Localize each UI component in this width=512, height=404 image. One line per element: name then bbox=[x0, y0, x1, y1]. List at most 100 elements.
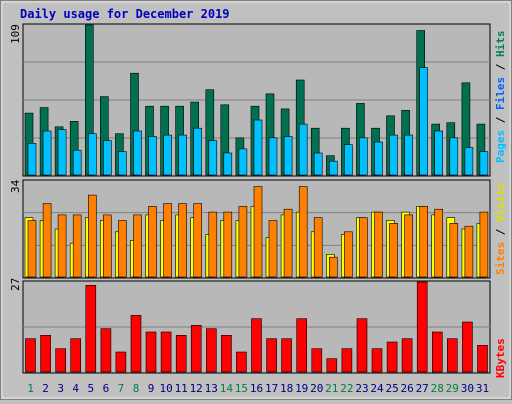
bar-kbytes-14 bbox=[221, 334, 232, 373]
bar-kbytes-3 bbox=[55, 348, 67, 373]
bar-sites-5 bbox=[88, 194, 97, 278]
bar-kbytes-6 bbox=[100, 328, 112, 373]
panel-kbytes bbox=[22, 280, 491, 374]
x-label-day-27: 27 bbox=[416, 382, 429, 395]
bar-kbytes-30 bbox=[462, 321, 473, 373]
x-label-day-2: 2 bbox=[42, 382, 49, 395]
x-label-day-8: 8 bbox=[133, 382, 140, 395]
bar-files-25 bbox=[389, 134, 398, 176]
x-label-day-31: 31 bbox=[476, 382, 489, 395]
x-label-day-28: 28 bbox=[431, 382, 444, 395]
panel-visits-sites bbox=[22, 179, 491, 279]
x-label-day-20: 20 bbox=[310, 382, 323, 395]
bar-sites-12 bbox=[193, 203, 202, 278]
x-label-day-16: 16 bbox=[250, 382, 263, 395]
bar-files-26 bbox=[404, 134, 413, 176]
x-label-day-9: 9 bbox=[148, 382, 155, 395]
x-label-day-3: 3 bbox=[57, 382, 64, 395]
bar-sites-27 bbox=[419, 206, 429, 278]
x-label-day-11: 11 bbox=[175, 382, 188, 395]
bar-sites-20 bbox=[313, 217, 323, 278]
x-label-day-18: 18 bbox=[280, 382, 293, 395]
bar-files-6 bbox=[103, 140, 112, 176]
ymax-visits-panel: 34 bbox=[9, 179, 22, 193]
bar-sites-9 bbox=[148, 206, 157, 278]
legend-sep-3: / bbox=[494, 222, 507, 242]
bar-sites-24 bbox=[374, 211, 383, 278]
x-label-day-26: 26 bbox=[400, 382, 413, 395]
bar-kbytes-27 bbox=[416, 281, 428, 373]
bar-sites-3 bbox=[57, 214, 67, 278]
panel-hits-files-pages bbox=[22, 23, 491, 177]
bar-files-29 bbox=[449, 137, 459, 176]
x-label-day-12: 12 bbox=[190, 382, 203, 395]
bar-kbytes-13 bbox=[206, 328, 217, 373]
chart-title: Daily usage for December 2019 bbox=[20, 7, 230, 21]
bar-sites-8 bbox=[133, 214, 142, 278]
bar-sites-4 bbox=[72, 214, 82, 278]
bar-kbytes-22 bbox=[341, 348, 353, 373]
bar-kbytes-16 bbox=[251, 318, 262, 373]
bar-files-27 bbox=[419, 67, 429, 176]
bar-files-23 bbox=[359, 137, 368, 176]
legend-sep-1: / bbox=[494, 110, 507, 130]
bar-sites-1 bbox=[27, 220, 37, 278]
bar-files-2 bbox=[42, 130, 52, 176]
legend-pages: Pages bbox=[494, 130, 507, 163]
x-label-day-17: 17 bbox=[265, 382, 278, 395]
bar-sites-15 bbox=[238, 206, 248, 278]
bar-sites-6 bbox=[103, 214, 112, 278]
bar-files-18 bbox=[283, 136, 293, 176]
bar-files-9 bbox=[148, 136, 157, 176]
bar-files-17 bbox=[268, 137, 278, 176]
bar-files-3 bbox=[57, 129, 67, 176]
bar-files-5 bbox=[88, 133, 97, 176]
x-label-day-7: 7 bbox=[118, 382, 125, 395]
bar-sites-29 bbox=[449, 223, 459, 278]
bar-sites-23 bbox=[359, 217, 368, 278]
x-label-day-10: 10 bbox=[159, 382, 172, 395]
legend-files: Files bbox=[494, 77, 507, 110]
bar-files-19 bbox=[298, 123, 308, 176]
bar-files-1 bbox=[27, 143, 37, 176]
bar-sites-16 bbox=[253, 186, 263, 278]
x-label-day-5: 5 bbox=[87, 382, 94, 395]
bar-files-28 bbox=[434, 130, 444, 176]
bar-kbytes-15 bbox=[236, 351, 247, 373]
x-label-day-25: 25 bbox=[385, 382, 398, 395]
bar-sites-7 bbox=[118, 220, 127, 278]
bar-sites-10 bbox=[163, 203, 172, 278]
bar-sites-22 bbox=[344, 231, 353, 278]
bar-files-31 bbox=[479, 151, 489, 176]
bar-files-14 bbox=[223, 152, 233, 176]
bar-sites-21 bbox=[328, 256, 338, 278]
bar-kbytes-9 bbox=[145, 331, 157, 373]
bar-kbytes-28 bbox=[431, 331, 443, 373]
bar-kbytes-12 bbox=[190, 324, 202, 373]
x-label-day-22: 22 bbox=[340, 382, 353, 395]
x-label-day-15: 15 bbox=[235, 382, 248, 395]
bar-kbytes-17 bbox=[266, 338, 277, 373]
bar-kbytes-19 bbox=[296, 318, 308, 373]
legend-sep-2: / bbox=[494, 57, 507, 77]
bar-kbytes-23 bbox=[356, 318, 368, 373]
x-label-day-19: 19 bbox=[295, 382, 308, 395]
legend-hits-panel: Pages / Files / Hits bbox=[494, 31, 507, 164]
bar-sites-26 bbox=[404, 214, 413, 278]
bar-sites-28 bbox=[434, 208, 444, 278]
bar-kbytes-11 bbox=[175, 334, 187, 373]
bar-files-13 bbox=[208, 140, 218, 176]
x-label-day-6: 6 bbox=[103, 382, 110, 395]
bar-kbytes-18 bbox=[281, 338, 292, 373]
bar-kbytes-25 bbox=[386, 341, 398, 373]
bar-sites-30 bbox=[464, 225, 474, 278]
bar-files-4 bbox=[72, 149, 82, 176]
bar-sites-2 bbox=[42, 203, 52, 278]
ymax-hits-panel: 109 bbox=[9, 24, 22, 44]
bar-sites-13 bbox=[208, 211, 218, 278]
x-label-day-4: 4 bbox=[72, 382, 79, 395]
bar-files-20 bbox=[313, 152, 323, 176]
bar-sites-25 bbox=[389, 223, 398, 278]
